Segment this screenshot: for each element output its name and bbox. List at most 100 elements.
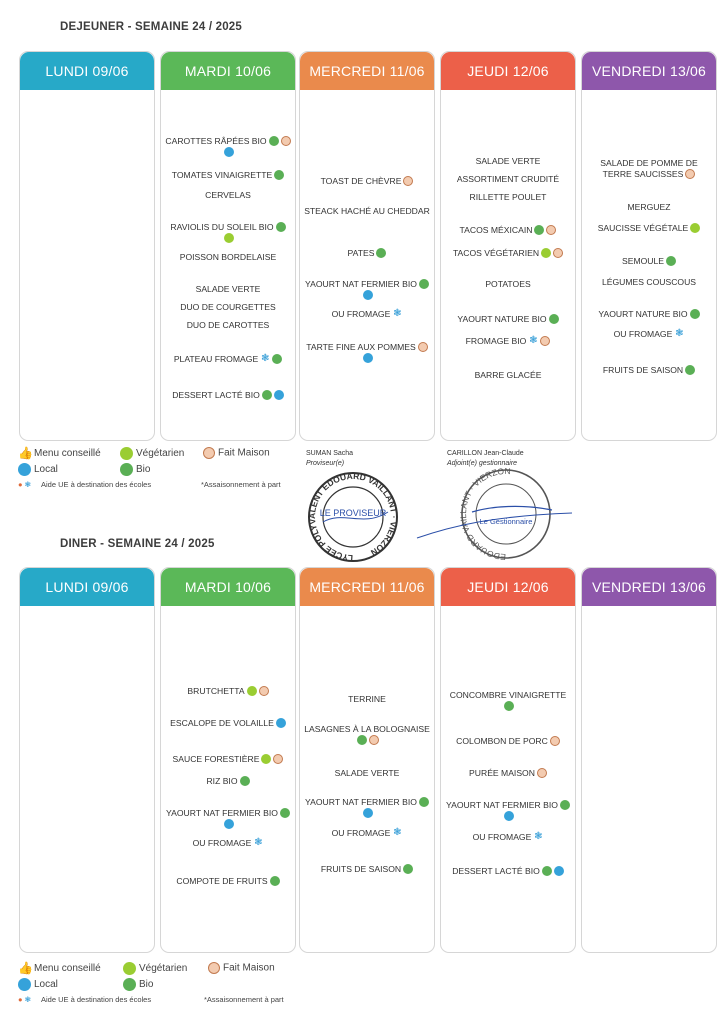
menu-item-label: YAOURT NAT FERMIER BIO bbox=[446, 800, 558, 810]
bio-icon bbox=[666, 255, 677, 266]
menu-item: DUO DE CAROTTES bbox=[165, 320, 291, 331]
day-column-1: LUNDI 09/06 bbox=[19, 567, 155, 953]
local-icon bbox=[224, 818, 234, 829]
menu-item: POTATOES bbox=[445, 279, 571, 290]
menu-item-label: OU FROMAGE bbox=[331, 309, 391, 319]
fait-maison-icon bbox=[403, 175, 414, 186]
legend-fait-maison: Fait Maison bbox=[218, 447, 270, 459]
eu-aid-icon: ❃ bbox=[675, 327, 684, 339]
signature-right-role: Adjoint(e) gestionnaire bbox=[447, 460, 518, 467]
signature-right-name: CARILLON Jean-Claude bbox=[447, 450, 524, 457]
fait-maison-icon bbox=[417, 341, 428, 352]
menu-item-label: DESSERT LACTÉ BIO bbox=[452, 866, 540, 876]
day-header: MERCREDI 11/06 bbox=[300, 568, 434, 606]
menu-item: DESSERT LACTÉ BIO bbox=[445, 865, 571, 877]
menu-item-label: TACOS VÉGÉTARIEN bbox=[452, 248, 540, 258]
bio-icon bbox=[269, 875, 280, 886]
menu-item: ESCALOPE DE VOLAILLE bbox=[165, 717, 291, 729]
legend-vegetarien: Végétarien bbox=[136, 448, 185, 460]
menu-item: PLATEAU FROMAGE ❃ bbox=[165, 352, 291, 365]
menu-item-label: LASAGNES À LA BOLOGNAISE bbox=[304, 724, 430, 734]
menu-item: YAOURT NATURE BIO bbox=[586, 308, 712, 320]
bio-icon bbox=[123, 978, 136, 991]
menu-item: FRUITS DE SAISON bbox=[586, 364, 712, 376]
eu-aid-icon: ❃ bbox=[534, 830, 543, 842]
bio-icon bbox=[120, 463, 133, 476]
menu-item-label: POISSON BORDELAISE bbox=[179, 252, 277, 262]
fait-maison-icon bbox=[208, 962, 220, 974]
vegetarian-icon bbox=[541, 247, 552, 258]
local-icon bbox=[18, 978, 31, 991]
day-column-5: VENDREDI 13/06 bbox=[581, 567, 717, 953]
vegetarian-icon bbox=[120, 447, 133, 460]
eu-aid-icon: ❃ bbox=[393, 826, 402, 838]
eu-aid-icon: ❃ bbox=[260, 352, 270, 364]
fait-maison-icon bbox=[280, 135, 291, 146]
menu-item-label: ASSORTIMENT CRUDITÉ bbox=[456, 174, 560, 184]
signature-left-name: SUMAN Sacha bbox=[306, 450, 354, 457]
menu-item-label: SAUCE FORESTIÈRE bbox=[172, 754, 260, 764]
menu-item-label: RAVIOLIS DU SOLEIL BIO bbox=[170, 222, 274, 232]
eu-aid-icon: ❃ bbox=[529, 334, 538, 346]
day-column-4: JEUDI 12/06 SALADE VERTE ASSORTIMENT CRUDI… bbox=[440, 51, 576, 441]
menu-item-label: DESSERT LACTÉ BIO bbox=[172, 390, 260, 400]
fait-maison-icon bbox=[369, 734, 379, 745]
stamp1-center-text: LE PROVISEUR bbox=[320, 508, 387, 518]
menu-item: SALADE VERTE bbox=[445, 156, 571, 167]
bio-icon bbox=[548, 313, 559, 324]
day-header: VENDREDI 13/06 bbox=[582, 568, 716, 606]
bio-icon bbox=[504, 700, 514, 711]
bio-icon bbox=[534, 224, 545, 235]
menu-item: ASSORTIMENT CRUDITÉ bbox=[445, 174, 571, 185]
menu-item-label: TACOS MÉXICAIN bbox=[459, 225, 533, 235]
menu-item: LASAGNES À LA BOLOGNAISE bbox=[304, 724, 430, 746]
gestionnaire-stamp: EDOUARD VAILLANT · VIERZON Le Gestionnai… bbox=[416, 466, 573, 562]
menu-item-label: LÉGUMES COUSCOUS bbox=[601, 277, 697, 287]
menu-item: RAVIOLIS DU SOLEIL BIO bbox=[165, 221, 291, 244]
menu-item-label: CONCOMBRE VINAIGRETTE bbox=[449, 690, 567, 700]
menu-item-label: DUO DE CAROTTES bbox=[186, 320, 270, 330]
vegetarian-icon bbox=[123, 962, 136, 975]
local-icon bbox=[275, 717, 286, 728]
diner-week: LUNDI 09/06 MARDI 10/06 BRUTCHETTA ESCALOPE… bbox=[0, 567, 724, 953]
fait-maison-icon bbox=[203, 447, 215, 459]
menu-item: YAOURT NAT FERMIER BIO bbox=[165, 807, 291, 830]
menu-item: FROMAGE BIO ❃ bbox=[445, 334, 571, 347]
legend-assaisonnement: *Assaisonnement à part bbox=[201, 480, 281, 489]
eu-aid-icon: ❃ bbox=[254, 836, 263, 848]
legend-aide-ue: Aide UE à destination des écoles bbox=[41, 480, 152, 489]
day-column-2: MARDI 10/06 CAROTTES RÂPÉES BIO TOMATES VI… bbox=[160, 51, 296, 441]
apple-icon: ● bbox=[18, 480, 23, 489]
bio-icon bbox=[357, 734, 367, 745]
menu-item: CERVELAS bbox=[165, 190, 291, 201]
signature-left-role: Proviseur(e) bbox=[306, 460, 345, 467]
bio-icon bbox=[418, 796, 429, 807]
menu-item-label: COLOMBON DE PORC bbox=[456, 736, 548, 746]
dejeuner-week: LUNDI 09/06 MARDI 10/06 CAROTTES RÂPÉES BI… bbox=[0, 51, 724, 441]
fait-maison-icon bbox=[540, 335, 551, 346]
menu-item: TOAST DE CHÈVRE bbox=[304, 175, 430, 187]
menu-item: CONCOMBRE VINAIGRETTE bbox=[445, 690, 571, 712]
day-header: VENDREDI 13/06 bbox=[582, 52, 716, 90]
menu-item-label: TOAST DE CHÈVRE bbox=[320, 176, 402, 186]
menu-item-label: RIZ BIO bbox=[206, 776, 238, 786]
menu-item-label: SALADE DE POMME DE TERRE SAUCISSES bbox=[600, 158, 698, 179]
menu-item: MERGUEZ bbox=[586, 202, 712, 213]
menu-item: OU FROMAGE ❃ bbox=[165, 836, 291, 849]
bio-icon bbox=[279, 807, 290, 818]
legend-menu-conseille: Menu conseillé bbox=[34, 448, 101, 460]
menu-item: OU FROMAGE ❃ bbox=[586, 327, 712, 340]
menu-item-label: TERRINE bbox=[348, 694, 386, 704]
menu-item-label: PATES bbox=[347, 248, 375, 258]
menu-item-label: POTATOES bbox=[485, 279, 531, 289]
bio-icon bbox=[418, 278, 429, 289]
fait-maison-icon bbox=[546, 224, 557, 235]
fait-maison-icon bbox=[273, 753, 284, 764]
legend-vegetarien: Végétarien bbox=[139, 963, 188, 975]
bio-icon bbox=[559, 799, 570, 810]
local-icon bbox=[224, 146, 234, 157]
menu-item: YAOURT NAT FERMIER BIO bbox=[304, 278, 430, 301]
thumbs-up-icon: 👍 bbox=[18, 446, 33, 460]
day-header: MARDI 10/06 bbox=[161, 52, 295, 90]
menu-item: BRUTCHETTA bbox=[165, 685, 291, 697]
